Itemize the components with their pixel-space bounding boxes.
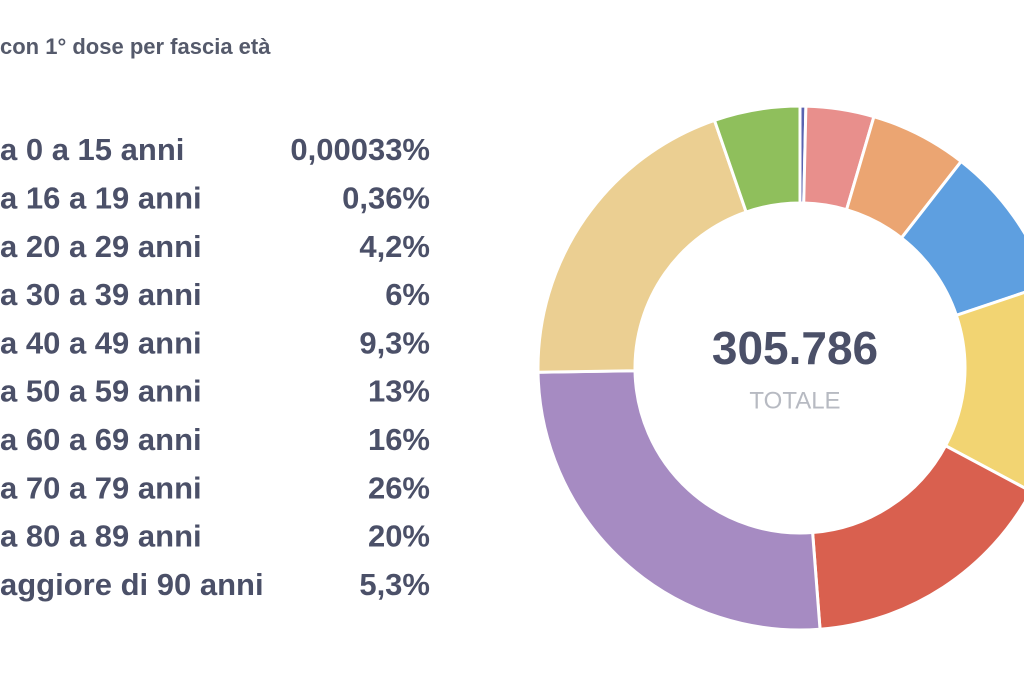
total-caption: TOTALE — [749, 387, 840, 414]
legend-label: a 0 a 15 anni — [0, 132, 184, 167]
legend-label: a 60 a 69 anni — [0, 422, 202, 457]
donut-slice — [943, 290, 1024, 490]
legend-value: 0,00033% — [290, 132, 430, 167]
legend-label: a 70 a 79 anni — [0, 470, 202, 505]
legend-value: 9,3% — [359, 325, 430, 360]
legend-label: a 30 a 39 anni — [0, 277, 202, 312]
legend-value: 4,2% — [359, 229, 430, 264]
donut-slice — [536, 369, 822, 632]
donut-slice — [712, 104, 802, 214]
legend-label: a 20 a 29 anni — [0, 229, 202, 264]
donut-slice — [536, 118, 749, 374]
donut-slice — [899, 159, 1024, 318]
legend-value: 0,36% — [342, 180, 430, 215]
legend-label: a 40 a 49 anni — [0, 325, 202, 360]
legend-label: aggiore di 90 anni — [0, 567, 264, 602]
chart-title: con 1° dose per fascia età — [0, 34, 271, 59]
legend-value: 5,3% — [359, 567, 430, 602]
legend-value: 16% — [368, 422, 430, 457]
legend-value: 26% — [368, 470, 430, 505]
total-value: 305.786 — [712, 322, 878, 374]
legend-value: 6% — [385, 277, 430, 312]
legend-value: 13% — [368, 374, 430, 409]
legend-label: a 16 a 19 anni — [0, 180, 202, 215]
legend-label: a 50 a 59 anni — [0, 374, 202, 409]
legend-value: 20% — [368, 519, 430, 554]
legend-label: a 80 a 89 anni — [0, 519, 202, 554]
